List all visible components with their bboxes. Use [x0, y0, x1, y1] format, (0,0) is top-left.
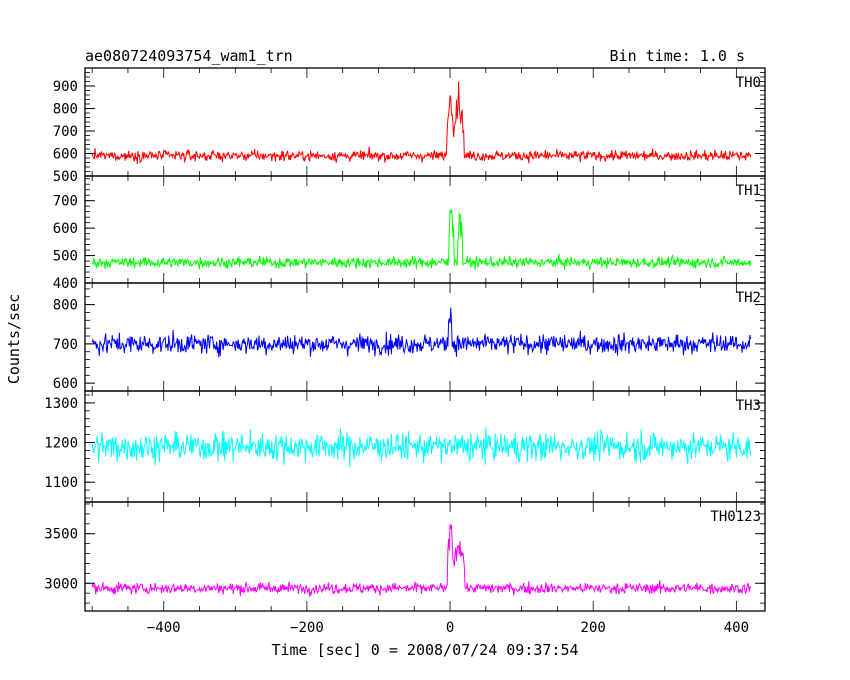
y-tick-label: 400 [53, 276, 78, 292]
y-tick-label: 800 [53, 102, 78, 118]
x-axis-label: Time [sec] 0 = 2008/07/24 09:37:54 [271, 641, 578, 659]
panel-frame [84, 175, 766, 284]
panel-th2: 600 700 800 TH2 [53, 282, 766, 392]
series-line-th0 [91, 81, 752, 164]
panel-label-th0: TH0 [736, 75, 761, 91]
x-tick-label: 200 [581, 620, 606, 636]
y-tick-label: 700 [53, 124, 78, 140]
y-tick-label: 600 [53, 147, 78, 163]
series-line-th0123 [91, 523, 752, 597]
series-line-th3 [91, 426, 752, 468]
y-tick-label: 500 [53, 169, 78, 185]
panel-th0123: 3000 3500 TH0123 [44, 501, 766, 612]
x-axis-ticks: −400 −200 0 200 400 [147, 620, 749, 636]
panel-label-th3: TH3 [736, 398, 761, 414]
y-axis-label: Counts/sec [5, 294, 23, 384]
x-tick-label: 400 [724, 620, 749, 636]
x-tick-label: 0 [446, 620, 454, 636]
series-line-th2 [91, 307, 752, 358]
panels-group: 500 600 700 800 900 TH0 400 500 600 700 TH1 600 700 8… [44, 67, 766, 612]
y-tick-label: 700 [53, 194, 78, 210]
y-tick-label: 3500 [44, 527, 78, 543]
y-tick-label: 900 [53, 79, 78, 95]
y-tick-label: 3000 [44, 576, 78, 592]
panel-label-th0123: TH0123 [710, 509, 761, 525]
panel-label-th2: TH2 [736, 290, 761, 306]
series-line-th1 [91, 209, 752, 271]
panel-label-th1: TH1 [736, 183, 761, 199]
y-tick-label: 1300 [44, 396, 78, 412]
y-tick-label: 800 [53, 298, 78, 314]
bin-time-label: Bin time: 1.0 s [610, 47, 745, 65]
y-tick-label: 1200 [44, 436, 78, 452]
y-tick-label: 1100 [44, 475, 78, 491]
y-tick-label: 500 [53, 249, 78, 265]
chart-title: ae080724093754_wam1_trn [85, 47, 293, 65]
x-tick-label: −400 [147, 620, 181, 636]
panel-th1: 400 500 600 700 TH1 [53, 175, 766, 292]
y-tick-label: 600 [53, 376, 78, 392]
x-tick-label: −200 [290, 620, 324, 636]
y-tick-label: 600 [53, 221, 78, 237]
panel-th3: 1100 1200 1300 TH3 [44, 390, 766, 503]
panel-th0: 500 600 700 800 900 TH0 [53, 67, 766, 185]
panel-frame [84, 501, 766, 612]
y-tick-label: 700 [53, 337, 78, 353]
